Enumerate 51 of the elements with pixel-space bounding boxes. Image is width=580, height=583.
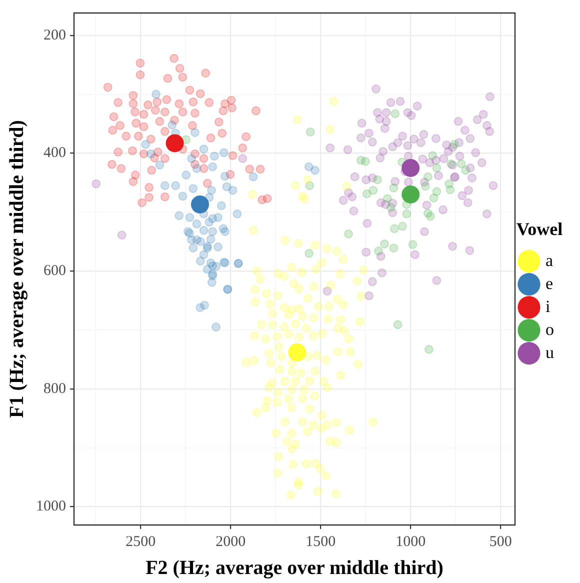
point	[402, 158, 420, 177]
y-tick-label: 1000	[36, 498, 66, 515]
point	[344, 229, 353, 238]
point	[389, 244, 398, 253]
legend-label: o	[546, 320, 554, 339]
x-tick-label: 1000	[396, 534, 426, 550]
point	[424, 344, 434, 354]
point	[380, 239, 389, 248]
point	[360, 156, 370, 166]
point	[408, 240, 418, 250]
legend-label: e	[546, 274, 554, 293]
x-tick-label: 1500	[306, 534, 336, 550]
point	[390, 224, 399, 234]
point	[390, 109, 400, 118]
point	[191, 195, 209, 214]
point	[423, 172, 432, 182]
point	[372, 175, 382, 184]
point	[461, 166, 470, 175]
y-axis-title: F1 (Hz; average over middle third)	[6, 120, 28, 418]
point	[444, 179, 454, 188]
point	[288, 343, 306, 362]
point	[306, 128, 315, 137]
point	[362, 189, 372, 198]
point	[393, 320, 402, 330]
x-tick-label: 2000	[216, 534, 246, 550]
y-tick-label: 200	[44, 27, 66, 44]
point	[304, 248, 314, 258]
y-tick-label: 400	[44, 145, 66, 162]
point	[402, 209, 412, 218]
point	[389, 183, 398, 192]
y-tick-label: 800	[44, 380, 66, 397]
point	[420, 182, 430, 191]
legend-title: Vowel	[516, 218, 563, 239]
point	[398, 222, 407, 231]
legend-label: a	[546, 250, 554, 270]
legend-label: u	[546, 342, 554, 362]
y-tick-label: 600	[44, 263, 66, 279]
point	[166, 134, 184, 152]
point	[450, 140, 459, 149]
legend-label: i	[546, 296, 550, 316]
point	[386, 202, 396, 212]
point	[426, 212, 435, 221]
point	[374, 246, 384, 256]
point	[382, 194, 392, 204]
x-tick-label: 2500	[126, 534, 156, 550]
x-tick-label: 500	[489, 534, 512, 550]
point	[432, 187, 442, 196]
point	[432, 163, 442, 172]
point	[428, 151, 438, 160]
x-axis-title: F2 (Hz; average over middle third)	[146, 557, 444, 580]
point	[456, 159, 466, 168]
